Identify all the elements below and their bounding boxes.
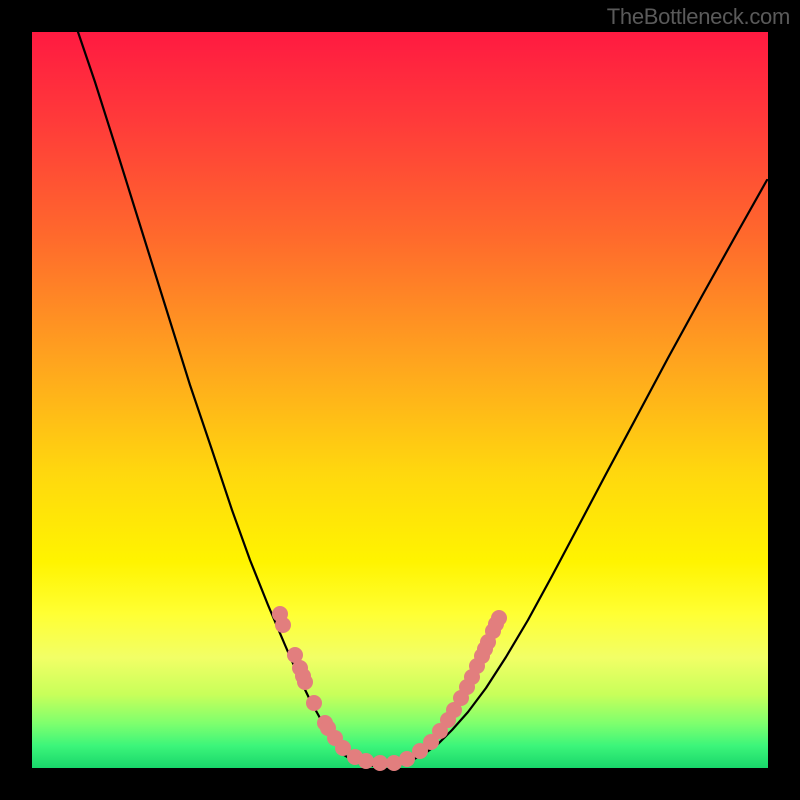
data-marker: [275, 617, 291, 633]
chart-container: [0, 0, 800, 800]
data-marker: [491, 610, 507, 626]
watermark-text: TheBottleneck.com: [607, 4, 790, 30]
data-marker: [372, 755, 388, 771]
data-marker: [297, 674, 313, 690]
data-marker: [358, 753, 374, 769]
data-marker: [306, 695, 322, 711]
plot-background: [32, 32, 768, 768]
bottleneck-chart: [0, 0, 800, 800]
